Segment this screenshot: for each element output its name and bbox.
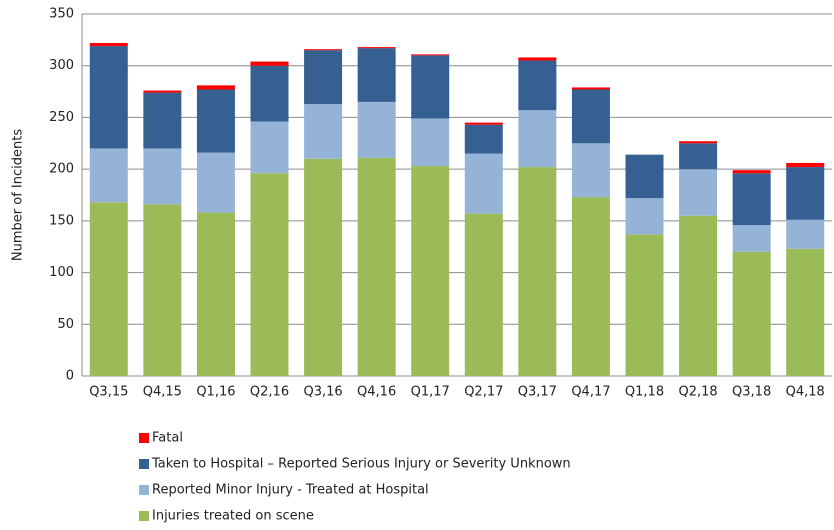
bar-segment [786,248,825,376]
bar-segment [464,153,503,214]
bar-segment [196,85,235,90]
legend-swatch [139,485,149,495]
bar-segment [250,173,289,376]
legend-swatch [139,433,149,443]
bar-segment [196,212,235,376]
bar-segment [250,65,289,122]
bar-segment [411,55,450,119]
y-tick-label: 200 [49,162,74,177]
legend-swatch [139,459,149,469]
x-tick-label: Q3,16 [303,385,342,400]
bar-segment [625,198,664,235]
x-tick-label: Q3,17 [518,385,557,400]
x-tick-label: Q4,18 [786,385,825,400]
bar-segment [679,215,718,376]
bar-segment [250,121,289,174]
y-tick-label: 0 [66,369,74,384]
bar-segment [518,110,557,168]
bar-segment [196,152,235,213]
bar-segment [411,54,450,56]
bar-segment [143,90,182,93]
bar-segment [732,173,771,225]
bar-segment [571,87,610,90]
bar-segment [571,89,610,144]
bar-segment [625,154,664,199]
legend-label: Injuries treated on scene [152,509,314,524]
bar-segment [304,158,343,376]
bar-segment [464,124,503,154]
bar-segment [357,47,396,49]
y-tick-label: 50 [57,317,74,332]
x-tick-label: Q4,16 [357,385,396,400]
bar-segment [786,219,825,249]
bar-segment [786,167,825,220]
bar-segment [571,197,610,376]
bar-segment [89,46,128,149]
legend-label: Taken to Hospital – Reported Serious Inj… [151,457,571,472]
bar-segment [411,166,450,376]
bar-segment [250,61,289,66]
x-tick-label: Q4,15 [143,385,182,400]
bar-segment [571,143,610,198]
legend-label: Reported Minor Injury - Treated at Hospi… [152,483,429,498]
bar-segment [143,204,182,376]
x-tick-label: Q4,17 [571,385,610,400]
y-tick-label: 250 [49,110,74,125]
bar-segment [304,103,343,159]
x-tick-label: Q2,17 [464,385,503,400]
x-tick-label: Q3,18 [732,385,771,400]
bar-segment [679,143,718,170]
bar-segment [518,57,557,61]
bar-segment [196,89,235,153]
bar-segment [304,50,343,104]
bar-segment [143,92,182,149]
bar-segment [304,49,343,51]
bar-segment [625,234,664,376]
x-tick-label: Q1,17 [411,385,450,400]
bar-segment [786,162,825,168]
x-tick-label: Q2,16 [250,385,289,400]
x-tick-label: Q2,18 [678,385,717,400]
x-tick-label: Q1,18 [625,385,664,400]
y-tick-label: 350 [49,7,74,22]
bar-segment [518,60,557,111]
bar-segment [357,157,396,376]
bar-segment [411,118,450,167]
x-tick-label: Q3,15 [89,385,128,400]
bar-segment [732,251,771,376]
bar-segment [679,141,718,144]
bar-segment [89,42,128,47]
y-tick-label: 100 [49,265,74,280]
bar-segment [89,148,128,203]
bar-segment [679,169,718,216]
y-axis-label: Number of Incidents [11,129,26,261]
bar-segment [143,148,182,205]
y-tick-label: 150 [49,213,74,228]
bar-segment [464,122,503,125]
bar-segment [732,170,771,174]
bar-segment [357,101,396,158]
bar-segment [89,202,128,376]
y-tick-label: 300 [49,58,74,73]
bar-segment [518,167,557,376]
legend-swatch [139,511,149,521]
bar-segment [732,224,771,252]
bar-segment [464,213,503,376]
bar-segment [357,48,396,102]
x-tick-label: Q1,16 [196,385,235,400]
legend-label: Fatal [152,431,183,446]
